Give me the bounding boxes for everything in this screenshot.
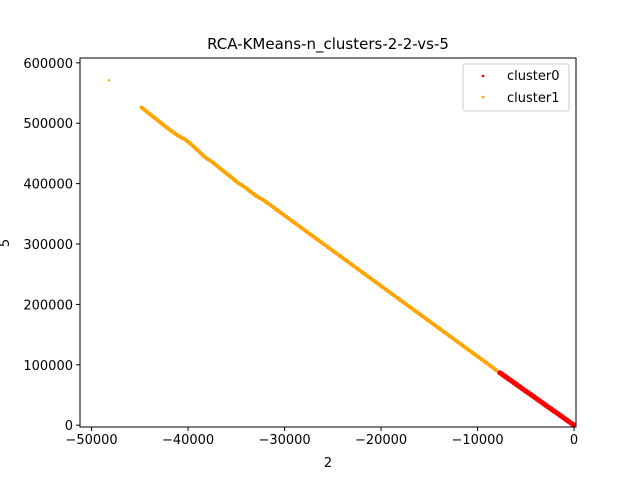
y-tick-label: 0 (65, 419, 73, 434)
y-tick-label: 200000 (23, 298, 73, 313)
y-tick-label: 600000 (23, 57, 73, 72)
y-tick-label: 300000 (23, 238, 73, 253)
legend-marker-cluster1 (481, 95, 485, 99)
axes-frame (79, 57, 577, 428)
legend-box (462, 63, 570, 112)
chart-title: RCA-KMeans-n_clusters-2-2-vs-5 (207, 35, 449, 54)
point-cluster0 (497, 370, 500, 374)
legend-label-cluster0: cluster0 (507, 69, 559, 84)
y-tick-label: 400000 (23, 178, 73, 193)
point-cluster1 (495, 369, 499, 373)
x-axis-ticks: −50000 −40000 −30000 −20000 −10000 0 (65, 427, 578, 448)
series-cluster1 (107, 79, 499, 373)
legend-marker-cluster0 (481, 74, 485, 78)
x-tick-label: −20000 (355, 433, 407, 448)
x-tick-label: −10000 (451, 433, 503, 448)
series-cluster0 (497, 370, 576, 428)
x-tick-label: 0 (570, 433, 578, 448)
x-tick-label: −40000 (162, 433, 214, 448)
y-axis-title: 5 (0, 239, 13, 247)
x-tick-label: −30000 (258, 433, 310, 448)
x-tick-label: −50000 (65, 433, 117, 448)
y-axis-ticks: 0 100000 200000 300000 400000 500000 600000 (23, 57, 80, 434)
legend-label-cluster1: cluster1 (507, 91, 559, 106)
y-tick-label: 100000 (23, 359, 73, 374)
y-tick-label: 500000 (23, 117, 73, 132)
point-cluster1 (107, 79, 111, 82)
x-axis-title: 2 (324, 456, 332, 471)
legend: cluster0 cluster1 (462, 63, 570, 112)
plot-area (107, 79, 576, 428)
